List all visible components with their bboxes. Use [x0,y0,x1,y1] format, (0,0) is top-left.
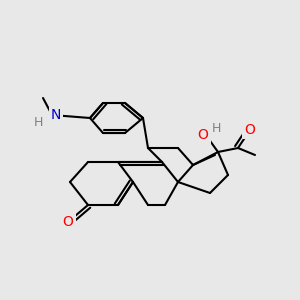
Text: N: N [51,108,61,122]
Text: H: H [33,116,43,128]
Text: H: H [211,122,221,134]
Text: O: O [244,123,255,137]
Text: O: O [198,128,208,142]
Text: O: O [63,215,74,229]
